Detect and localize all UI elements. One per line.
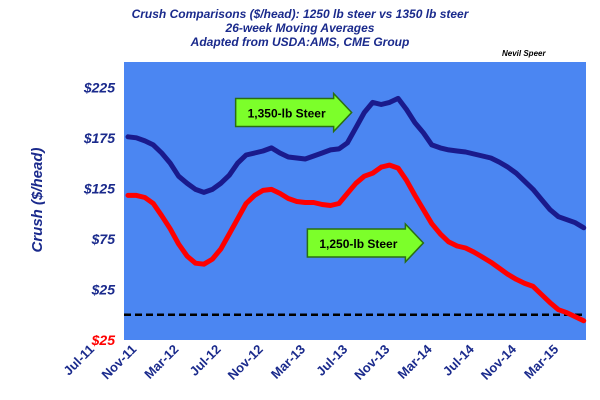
chart-author: Nevil Speer: [502, 49, 546, 58]
callout-label-s1350: 1,350-lb Steer: [248, 107, 326, 121]
chart-subtitle: 26-week Moving Averages: [225, 21, 375, 35]
y-tick-label: $75: [91, 231, 116, 247]
x-ticks: Jul-11 Nov-11 Mar-12 Jul-12 Nov-12 Mar-13 Jul-…: [60, 341, 561, 383]
y-axis-label: Crush ($/head): [29, 147, 46, 252]
chart-source: Adapted from USDA:AMS, CME Group: [190, 35, 410, 49]
plot-area: [124, 62, 586, 340]
x-tick-label: Mar-12: [141, 342, 181, 382]
x-tick-label: Nov-12: [225, 342, 266, 383]
callout-arrow-s1350: [234, 91, 353, 134]
x-tick-label: Mar-15: [521, 342, 561, 382]
y-tick-label: $25: [91, 332, 116, 348]
series-layer: [125, 95, 587, 324]
x-tick-label: Jul-11: [60, 342, 97, 379]
y-tick-label: $25: [91, 281, 116, 297]
x-tick-label: Jul-13: [313, 342, 350, 379]
series-line-s1250: [125, 162, 587, 324]
x-tick-label: Jul-12: [187, 342, 224, 379]
x-tick-label: Jul-14: [440, 341, 478, 379]
x-tick-label: Nov-13: [351, 342, 392, 383]
callout-label-s1250: 1,250-lb Steer: [319, 237, 397, 251]
x-tick-label: Mar-14: [394, 341, 435, 382]
x-tick-label: Nov-14: [478, 341, 520, 383]
y-tick-label: $225: [83, 79, 115, 95]
series-line-s1350: [125, 95, 587, 231]
x-tick-label: Mar-13: [268, 342, 308, 382]
y-ticks: $225 $175 $125 $75 $25 $25: [83, 79, 115, 348]
y-tick-label: $125: [83, 180, 115, 196]
y-tick-label: $175: [83, 130, 115, 146]
callout-layer: 1,350-lb Steer 1,250-lb Steer: [234, 91, 425, 264]
callout-arrow-s1250: [306, 222, 425, 264]
chart-title: Crush Comparisons ($/head): 1250 lb stee…: [132, 7, 470, 21]
